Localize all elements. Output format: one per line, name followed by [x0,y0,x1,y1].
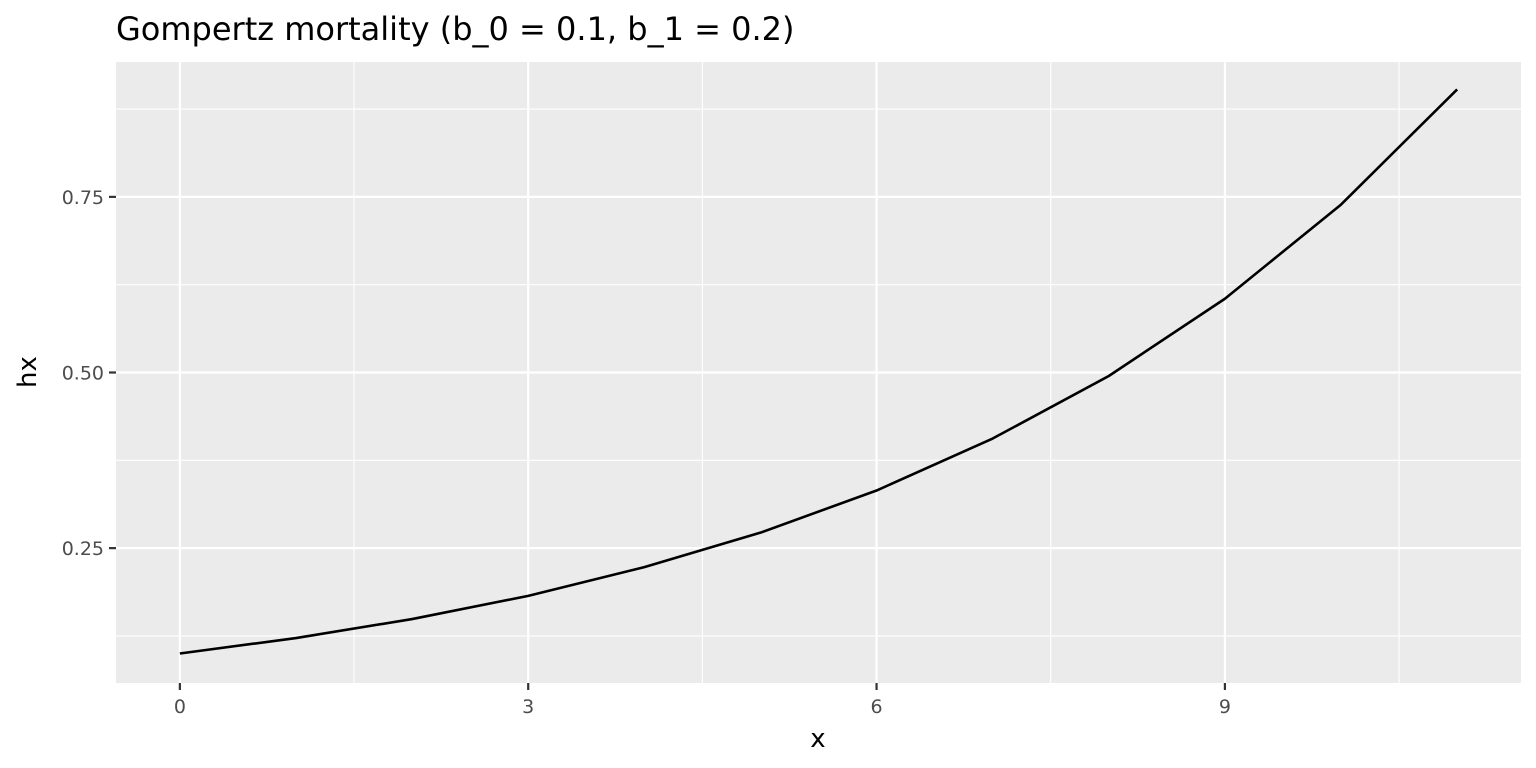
y-tick-label: 0.75 [62,187,104,209]
major-gridlines [116,62,1521,683]
y-tick-label: 0.25 [62,538,104,560]
series-line [179,88,1459,655]
x-tick-label: 3 [522,696,534,718]
x-tick-labels: 0 3 6 9 [174,696,1231,718]
y-tick-labels: 0.25 0.50 0.75 [62,187,104,560]
x-tick-label: 9 [1219,696,1231,718]
y-axis-title: hx [13,356,43,388]
y-tick-label: 0.50 [62,363,104,385]
x-tick-label: 0 [174,696,186,718]
x-tick-label: 6 [871,696,883,718]
chart-title: Gompertz mortality (b_0 = 0.1, b_1 = 0.2… [116,10,794,48]
x-axis-title: x [810,724,825,754]
axis-ticks [109,195,1227,690]
